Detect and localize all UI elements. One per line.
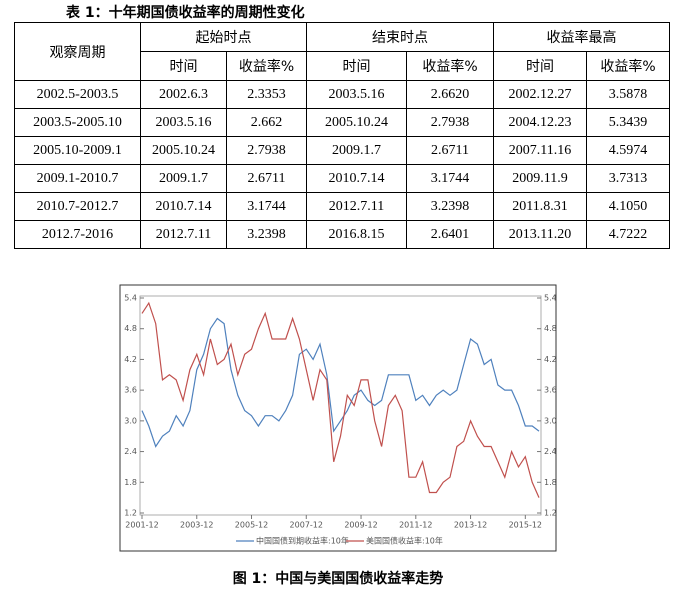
table-cell: 3.5878 — [586, 80, 670, 109]
table-cell: 2003.5.16 — [306, 80, 407, 109]
header-row: 观察周期 起始时点 结束时点 收益率最高 — [14, 22, 670, 81]
y2-tick-label: 3.6 — [544, 386, 557, 395]
plot-frame — [139, 295, 542, 516]
table-cell: 2009.11.9 — [493, 164, 587, 193]
x-tick-label: 2001-12 — [125, 521, 158, 530]
table-cell: 2002.6.3 — [140, 80, 227, 109]
y-tick-label: 3.6 — [124, 386, 137, 395]
table-cell: 2010.7-2012.7 — [14, 192, 141, 221]
table-cell: 2009.1.7 — [140, 164, 227, 193]
series-line — [141, 301, 540, 498]
table-cell: 2002.5-2003.5 — [14, 80, 141, 109]
y-tick-label: 4.8 — [124, 324, 137, 333]
table-cell: 2012.7-2016 — [14, 220, 141, 249]
y-tick-label: 1.2 — [124, 509, 137, 518]
table-cell: 2013.11.20 — [493, 220, 587, 249]
table-cell: 2002.12.27 — [493, 80, 587, 109]
x-tick-label: 2011-12 — [399, 521, 432, 530]
chart-caption: 图 1：中国与美国国债收益率走势 — [232, 571, 444, 587]
table-cell: 2.7938 — [406, 108, 494, 137]
table: 观察周期 起始时点 结束时点 收益率最高 时间 收益率% 时间 收益率% 时间 收益率% 2002.… — [14, 22, 670, 249]
data-row: 2005.10-2009.1 2005.10.24 2.7938 2009.1.7 2.… — [14, 136, 670, 165]
y2-tick-label: 4.2 — [544, 355, 557, 364]
table-cell: 3.2398 — [406, 192, 494, 221]
y2-tick-label: 2.4 — [544, 447, 557, 456]
chart-frame — [119, 284, 557, 552]
table-cell: 4.1050 — [586, 192, 670, 221]
y2-tick-label: 3.0 — [544, 416, 557, 425]
y2-tick-label: 1.8 — [544, 478, 557, 487]
data-row: 2003.5-2005.10 2003.5.16 2.662 2005.10.24 2.… — [14, 108, 670, 137]
subheader-cell: 收益率% — [586, 51, 670, 81]
table-cell: 2.662 — [226, 108, 307, 137]
header-cell: 结束时点 — [306, 22, 494, 52]
table-title: 表 1：十年期国债收益率的周期性变化 — [66, 5, 305, 21]
table-cell: 2.6711 — [406, 136, 494, 165]
y-tick-label: 1.8 — [124, 478, 137, 487]
x-tick-label: 2013-12 — [454, 521, 487, 530]
x-tick-label: 2003-12 — [180, 521, 213, 530]
table-cell: 2016.8.15 — [306, 220, 407, 249]
y-tick-label: 5.4 — [124, 294, 137, 303]
table-cell: 2003.5.16 — [140, 108, 227, 137]
table-cell: 2010.7.14 — [306, 164, 407, 193]
table-cell: 2012.7.11 — [140, 220, 227, 249]
table-cell: 2.6711 — [226, 164, 307, 193]
table-cell: 2012.7.11 — [306, 192, 407, 221]
table-cell: 2005.10-2009.1 — [14, 136, 141, 165]
subheader-cell: 收益率% — [406, 51, 494, 81]
data-row: 2010.7-2012.7 2010.7.14 3.1744 2012.7.11 3.2… — [14, 192, 670, 221]
y2-tick-label: 1.2 — [544, 509, 557, 518]
header-cell: 收益率最高 — [493, 22, 670, 52]
x-tick-label: 2015-12 — [509, 521, 542, 530]
table-cell: 3.2398 — [226, 220, 307, 249]
y-tick-label: 2.4 — [124, 447, 137, 456]
x-tick-label: 2005-12 — [235, 521, 268, 530]
x-tick-label: 2009-12 — [344, 521, 377, 530]
y-tick-label: 3.0 — [124, 416, 137, 425]
table-cell: 4.5974 — [586, 136, 670, 165]
y-tick-label: 4.2 — [124, 355, 137, 364]
table-cell: 3.1744 — [406, 164, 494, 193]
legend-label: 中国国债到期收益率:10年 — [256, 536, 349, 546]
y2-tick-label: 5.4 — [544, 294, 557, 303]
y2-tick-label: 4.8 — [544, 324, 557, 333]
series-line — [141, 317, 540, 448]
x-tick-label: 2007-12 — [290, 521, 323, 530]
table-cell: 2009.1-2010.7 — [14, 164, 141, 193]
table-cell: 4.7222 — [586, 220, 670, 249]
data-row: 2012.7-2016 2012.7.11 3.2398 2016.8.15 2.640… — [14, 220, 670, 249]
header-cell: 观察周期 — [14, 22, 141, 81]
subheader-cell: 时间 — [306, 51, 407, 81]
legend-label: 美国国债收益率:10年 — [366, 536, 443, 546]
header-cell: 起始时点 — [140, 22, 307, 52]
table-cell: 2010.7.14 — [140, 192, 227, 221]
